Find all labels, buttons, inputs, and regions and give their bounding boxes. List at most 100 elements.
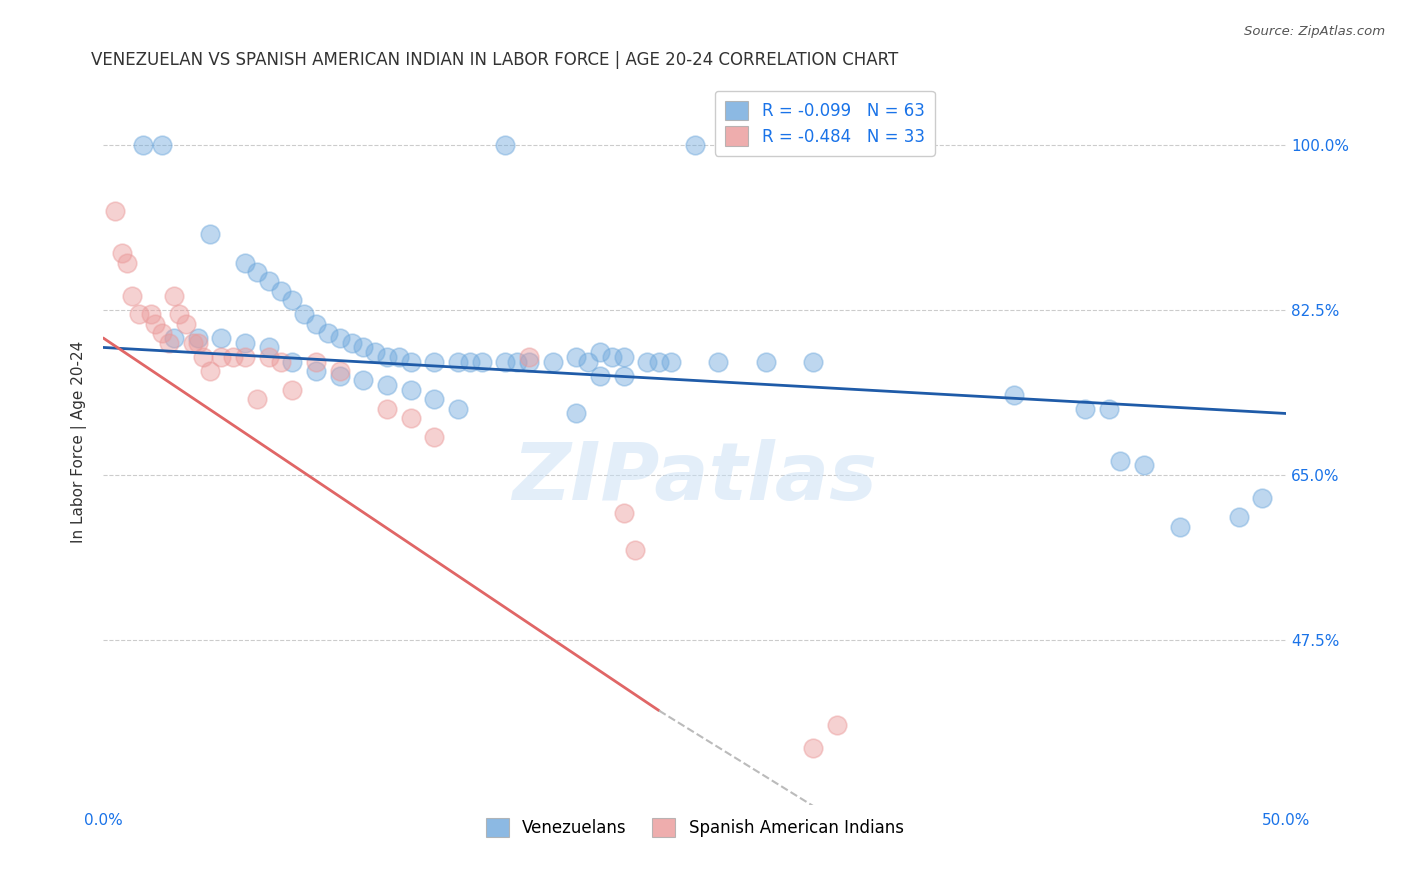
Point bbox=[576, 354, 599, 368]
Point bbox=[613, 506, 636, 520]
Point bbox=[139, 307, 162, 321]
Point bbox=[211, 331, 233, 345]
Point bbox=[163, 288, 186, 302]
Point bbox=[613, 368, 636, 383]
Point bbox=[447, 354, 470, 368]
Point bbox=[648, 354, 671, 368]
Point bbox=[364, 345, 387, 359]
Point bbox=[167, 307, 190, 321]
Point bbox=[375, 378, 398, 392]
Point bbox=[281, 293, 304, 308]
Point bbox=[423, 392, 446, 407]
Point bbox=[1251, 491, 1274, 506]
Point bbox=[233, 255, 256, 269]
Point bbox=[163, 331, 186, 345]
Point bbox=[257, 350, 280, 364]
Point bbox=[494, 137, 516, 152]
Point bbox=[423, 430, 446, 444]
Point bbox=[600, 350, 623, 364]
Point bbox=[375, 350, 398, 364]
Point bbox=[1133, 458, 1156, 473]
Point bbox=[624, 543, 647, 558]
Point bbox=[246, 392, 269, 407]
Point bbox=[316, 326, 339, 341]
Point bbox=[399, 354, 422, 368]
Point bbox=[352, 341, 374, 355]
Point bbox=[565, 350, 588, 364]
Point bbox=[233, 335, 256, 350]
Point bbox=[305, 317, 328, 331]
Point bbox=[191, 350, 214, 364]
Point bbox=[707, 354, 730, 368]
Point bbox=[270, 354, 292, 368]
Point bbox=[506, 354, 529, 368]
Point bbox=[494, 354, 516, 368]
Point bbox=[388, 350, 411, 364]
Point bbox=[423, 354, 446, 368]
Point bbox=[636, 354, 658, 368]
Point bbox=[121, 288, 143, 302]
Point bbox=[305, 354, 328, 368]
Point bbox=[115, 255, 138, 269]
Point bbox=[329, 331, 352, 345]
Point bbox=[458, 354, 481, 368]
Point bbox=[399, 383, 422, 397]
Text: VENEZUELAN VS SPANISH AMERICAN INDIAN IN LABOR FORCE | AGE 20-24 CORRELATION CHA: VENEZUELAN VS SPANISH AMERICAN INDIAN IN… bbox=[91, 51, 898, 69]
Point bbox=[143, 317, 166, 331]
Point bbox=[589, 368, 612, 383]
Point bbox=[471, 354, 494, 368]
Text: ZIPatlas: ZIPatlas bbox=[512, 439, 877, 517]
Point bbox=[150, 137, 173, 152]
Point bbox=[589, 345, 612, 359]
Point bbox=[292, 307, 315, 321]
Point bbox=[187, 331, 209, 345]
Point bbox=[329, 364, 352, 378]
Point bbox=[565, 407, 588, 421]
Point bbox=[517, 350, 540, 364]
Point bbox=[754, 354, 776, 368]
Point bbox=[198, 364, 221, 378]
Point bbox=[1227, 510, 1250, 524]
Point bbox=[174, 317, 197, 331]
Point bbox=[187, 335, 209, 350]
Point bbox=[132, 137, 155, 152]
Point bbox=[211, 350, 233, 364]
Y-axis label: In Labor Force | Age 20-24: In Labor Force | Age 20-24 bbox=[72, 341, 87, 543]
Point bbox=[399, 411, 422, 425]
Point bbox=[305, 364, 328, 378]
Point bbox=[683, 137, 706, 152]
Point bbox=[270, 284, 292, 298]
Point bbox=[150, 326, 173, 341]
Point bbox=[257, 274, 280, 288]
Point bbox=[281, 354, 304, 368]
Point bbox=[222, 350, 245, 364]
Point bbox=[340, 335, 363, 350]
Point bbox=[375, 401, 398, 416]
Point bbox=[1097, 401, 1119, 416]
Point bbox=[1109, 453, 1132, 467]
Point bbox=[246, 265, 269, 279]
Point bbox=[1002, 387, 1025, 401]
Point bbox=[233, 350, 256, 364]
Point bbox=[329, 368, 352, 383]
Point bbox=[257, 341, 280, 355]
Point bbox=[1168, 519, 1191, 533]
Legend: Venezuelans, Spanish American Indians: Venezuelans, Spanish American Indians bbox=[479, 812, 910, 844]
Text: Source: ZipAtlas.com: Source: ZipAtlas.com bbox=[1244, 25, 1385, 38]
Point bbox=[801, 354, 824, 368]
Point bbox=[352, 374, 374, 388]
Point bbox=[104, 203, 127, 218]
Point bbox=[198, 227, 221, 242]
Point bbox=[801, 741, 824, 756]
Point bbox=[825, 718, 848, 732]
Point bbox=[613, 350, 636, 364]
Point bbox=[128, 307, 150, 321]
Point bbox=[541, 354, 564, 368]
Point bbox=[659, 354, 682, 368]
Point bbox=[1074, 401, 1097, 416]
Point bbox=[281, 383, 304, 397]
Point bbox=[159, 335, 181, 350]
Point bbox=[517, 354, 540, 368]
Point bbox=[181, 335, 204, 350]
Point bbox=[447, 401, 470, 416]
